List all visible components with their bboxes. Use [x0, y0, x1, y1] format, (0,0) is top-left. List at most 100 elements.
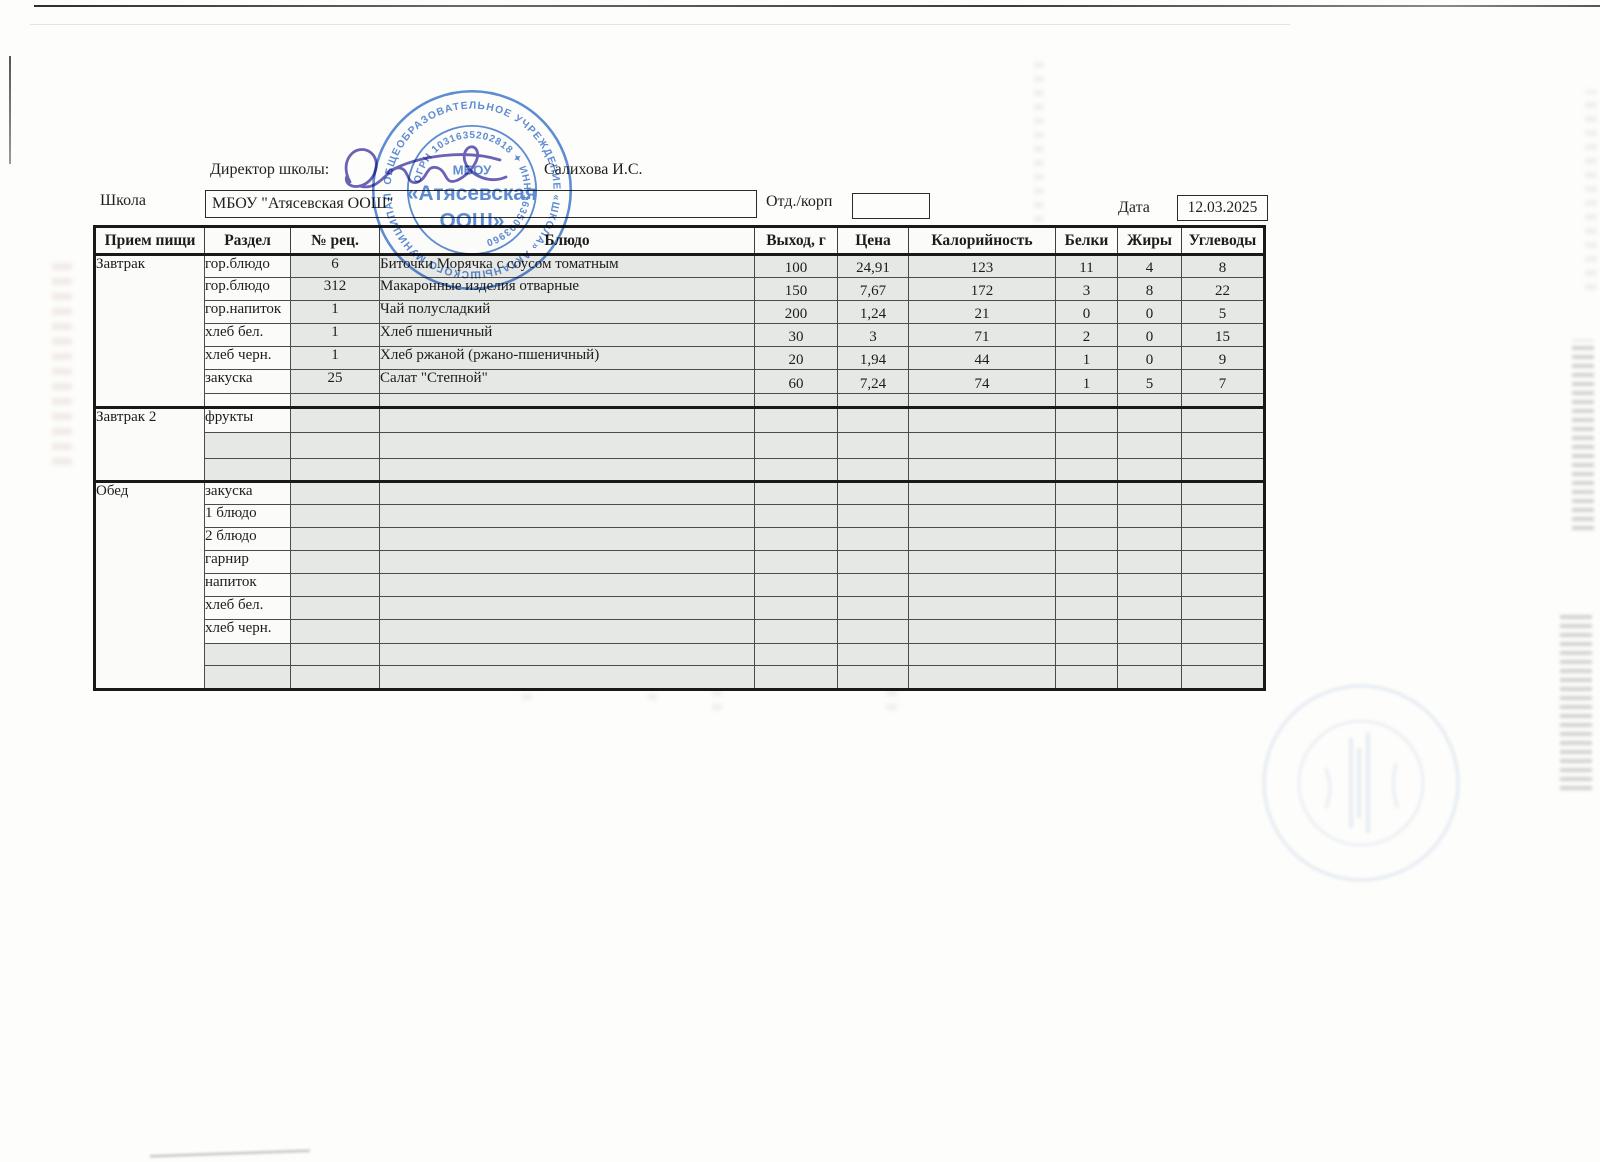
razdel-cell: хлеб бел. — [204, 596, 291, 620]
bleed-streak — [52, 255, 72, 465]
cena-cell — [837, 550, 909, 574]
dish-cell — [379, 550, 755, 574]
kkal-cell — [908, 665, 1056, 690]
uglevody-cell: 9 — [1181, 346, 1265, 370]
kkal-cell — [908, 643, 1056, 666]
vyhod-cell — [754, 619, 838, 644]
cena-cell — [837, 643, 909, 666]
zhiry-cell — [1117, 504, 1182, 528]
stamp-center-line2: ООШ» — [439, 210, 504, 233]
uglevody-cell — [1181, 596, 1265, 620]
uglevody-cell — [1181, 480, 1265, 505]
cena-cell: 3 — [837, 323, 909, 347]
bleed-stamp-ghost — [1262, 684, 1460, 882]
rec-cell — [290, 432, 380, 459]
zhiry-cell — [1117, 393, 1182, 408]
table-row — [95, 643, 1265, 666]
table-row: Завтрак гор.блюдо 6 Биточки Морячка с соусо… — [94, 253, 1265, 408]
date-label: Дата — [1118, 199, 1150, 216]
menu-table: Прием пищи Раздел № рец. Блюдо Выход, г … — [93, 225, 1266, 691]
dish-cell: Салат "Степной" — [379, 369, 755, 394]
razdel-cell: гор.блюдо — [204, 253, 291, 278]
scan-mark — [149, 1149, 311, 1158]
rec-cell — [290, 393, 380, 408]
razdel-cell: 2 блюдо — [204, 527, 291, 551]
table-row: напиток — [95, 573, 1265, 597]
dish-cell — [379, 619, 755, 644]
cena-cell — [837, 596, 909, 620]
date-value-box: 12.03.2025 — [1177, 195, 1268, 221]
kkal-cell — [908, 432, 1056, 459]
dish-cell — [379, 432, 755, 459]
uglevody-cell: 7 — [1181, 369, 1265, 394]
zhiry-cell — [1117, 619, 1182, 644]
cena-cell — [837, 665, 909, 690]
rec-cell: 1 — [290, 346, 380, 370]
meal-cell: Завтрак 2 — [94, 406, 205, 482]
belki-cell — [1055, 504, 1118, 528]
cena-cell: 7,24 — [837, 369, 909, 394]
dish-cell — [379, 480, 755, 505]
vyhod-cell — [754, 432, 838, 459]
uglevody-cell — [1181, 458, 1265, 482]
belki-cell — [1055, 573, 1118, 597]
razdel-cell: напиток — [204, 573, 291, 597]
dish-cell — [379, 573, 755, 597]
table-header-row: Прием пищи Раздел № рец. Блюдо Выход, г … — [94, 226, 1265, 256]
kkal-cell — [908, 596, 1056, 620]
uglevody-cell — [1181, 643, 1265, 666]
zhiry-cell — [1117, 665, 1182, 690]
kkal-cell — [908, 504, 1056, 528]
cena-cell: 7,67 — [837, 277, 909, 301]
belki-cell — [1055, 458, 1118, 482]
vyhod-cell — [754, 458, 838, 482]
table-row: хлеб черн. — [95, 619, 1265, 644]
table-row: гор.напиток 1 Чай полусладкий 200 1,24 21 0 0 5 — [95, 300, 1265, 324]
vyhod-cell — [754, 643, 838, 666]
vyhod-cell: 100 — [754, 253, 838, 278]
belki-cell: 2 — [1055, 323, 1118, 347]
cena-cell — [837, 432, 909, 459]
cena-cell — [837, 504, 909, 528]
uglevody-cell — [1181, 432, 1265, 459]
dish-cell: Хлеб пшеничный — [379, 323, 755, 347]
zhiry-cell: 0 — [1117, 300, 1182, 324]
uglevody-cell — [1181, 665, 1265, 690]
zhiry-cell — [1117, 643, 1182, 666]
table-row — [95, 458, 1265, 482]
dish-cell: Хлеб ржаной (ржано-пшеничный) — [379, 346, 755, 370]
bleed-streak — [1560, 610, 1592, 790]
rec-cell — [290, 480, 380, 505]
uglevody-cell — [1181, 406, 1265, 433]
kkal-cell — [908, 458, 1056, 482]
col-header-belki: Белки — [1055, 226, 1118, 256]
razdel-cell — [204, 432, 291, 459]
table-row: хлеб бел. 1 Хлеб пшеничный 30 3 71 2 0 15 — [95, 323, 1265, 347]
school-value: МБОУ "Атясевская ООШ" — [212, 195, 394, 212]
belki-cell — [1055, 432, 1118, 459]
department-label: Отд./корп — [766, 193, 833, 210]
zhiry-cell — [1117, 527, 1182, 551]
rec-cell — [290, 550, 380, 574]
vyhod-cell — [754, 406, 838, 433]
col-header-rec: № рец. — [290, 226, 380, 256]
vyhod-cell: 200 — [754, 300, 838, 324]
razdel-cell: гор.напиток — [204, 300, 291, 324]
school-label: Школа — [100, 192, 146, 209]
razdel-cell: закуска — [204, 369, 291, 394]
uglevody-cell — [1181, 527, 1265, 551]
cena-cell: 24,91 — [837, 253, 909, 278]
col-header-meal: Прием пищи — [94, 226, 205, 256]
school-value-box: МБОУ "Атясевская ООШ" — [205, 190, 757, 218]
table-row: гор.блюдо 312 Макаронные изделия отварные 1… — [95, 277, 1265, 301]
cena-cell — [837, 480, 909, 505]
stamp-center-top: МБОУ — [453, 163, 492, 178]
uglevody-cell: 5 — [1181, 300, 1265, 324]
rec-cell — [290, 527, 380, 551]
razdel-cell — [204, 643, 291, 666]
dish-cell — [379, 596, 755, 620]
razdel-cell: хлеб черн. — [204, 346, 291, 370]
kkal-cell — [908, 573, 1056, 597]
vyhod-cell: 20 — [754, 346, 838, 370]
